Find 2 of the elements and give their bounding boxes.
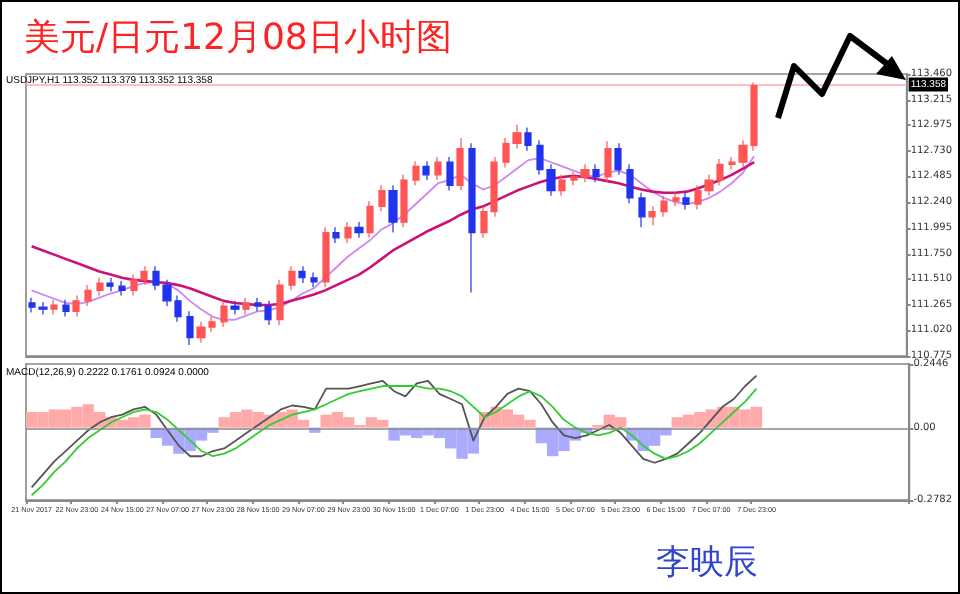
chart-title: 美元/日元12月08日小时图 — [24, 17, 452, 59]
text: 李映辰 — [656, 543, 758, 583]
